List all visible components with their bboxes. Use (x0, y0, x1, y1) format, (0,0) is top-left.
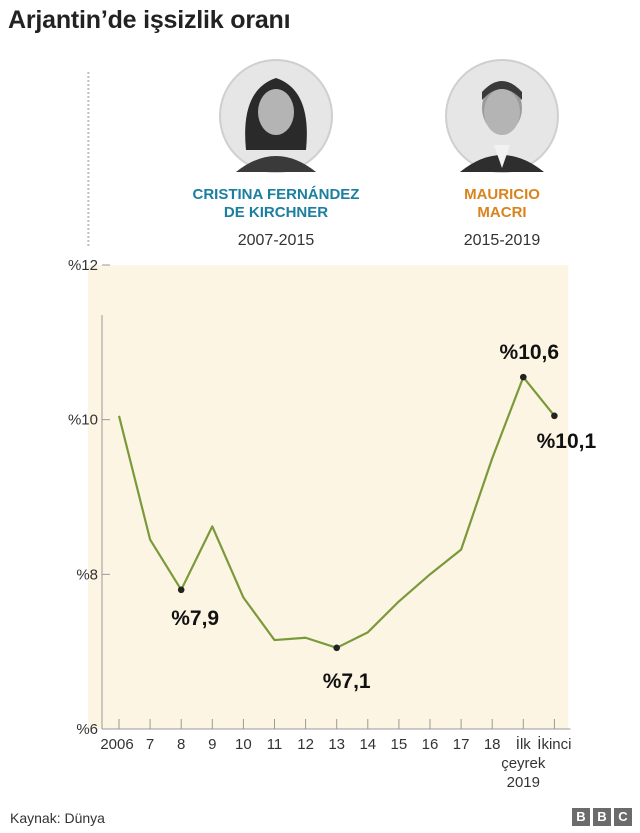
y-tick-label: %8 (76, 566, 98, 583)
president-portraits (219, 59, 559, 173)
x-tick-label: 9 (208, 736, 216, 753)
chart-title: Arjantin’de işsizlik oranı (8, 6, 291, 34)
x-tick-label: 8 (177, 736, 185, 753)
y-tick-label: %12 (68, 257, 98, 274)
president-name-line: MAURICIO (464, 186, 540, 203)
president-divider-lines (87, 72, 90, 248)
president-name-line: MACRI (477, 204, 526, 221)
portrait-collar (494, 145, 510, 168)
president-name-line: DE KIRCHNER (224, 204, 328, 221)
x-tick-label: 17 (453, 736, 470, 753)
portrait-shoulders (236, 156, 316, 172)
x-tick-label: 2006 (100, 736, 133, 753)
x-tick-label: 12 (297, 736, 314, 753)
president-term: 2015-2019 (464, 232, 541, 249)
x-tick-label: 7 (146, 736, 154, 753)
portrait-face (484, 89, 520, 135)
x-tick-label: 11 (267, 736, 283, 753)
data-label: %10,1 (537, 430, 597, 453)
x-tick-label: 15 (391, 736, 408, 753)
x-tick-label: 16 (422, 736, 439, 753)
logo-letter-c: C (614, 808, 632, 826)
data-label: %7,1 (323, 670, 371, 693)
portrait-face (258, 89, 294, 135)
president-name-line: CRISTINA FERNÁNDEZ (193, 186, 360, 203)
president-term: 2007-2015 (238, 232, 315, 249)
data-point (551, 412, 558, 420)
x-tick-label: İlk çeyrek 2019 (501, 735, 546, 791)
data-point (520, 373, 527, 381)
source-note: Kaynak: Dünya (10, 810, 105, 826)
y-tick-label: %10 (68, 412, 98, 429)
logo-letter-b2: B (593, 808, 611, 826)
data-point (177, 586, 185, 594)
portrait-kirchner (219, 59, 333, 173)
portrait-macri (445, 59, 559, 173)
y-tick-label: %6 (76, 721, 98, 738)
data-labels: %7,9 %7,1 %10,6 %10,1 (171, 341, 596, 693)
data-point (333, 644, 341, 652)
macri-band (87, 265, 569, 729)
logo-letter-b1: B (572, 808, 590, 826)
x-tick-label: İkinci (537, 735, 571, 753)
data-label: %7,9 (171, 607, 219, 630)
axes: %6 %8 %10 %12 2006 7 8 9 10 11 12 13 14 15 16 17 18 İlk çe… (68, 257, 572, 791)
data-label: %10,6 (500, 341, 560, 364)
president-bands (87, 265, 569, 729)
x-tick-label: 18 (484, 736, 501, 753)
portrait-hair (482, 81, 522, 100)
x-tick-label: 13 (328, 736, 345, 753)
x-tick-label: 10 (235, 736, 252, 753)
x-tick-label: 14 (359, 736, 376, 753)
bbc-logo: B B C (572, 808, 632, 826)
